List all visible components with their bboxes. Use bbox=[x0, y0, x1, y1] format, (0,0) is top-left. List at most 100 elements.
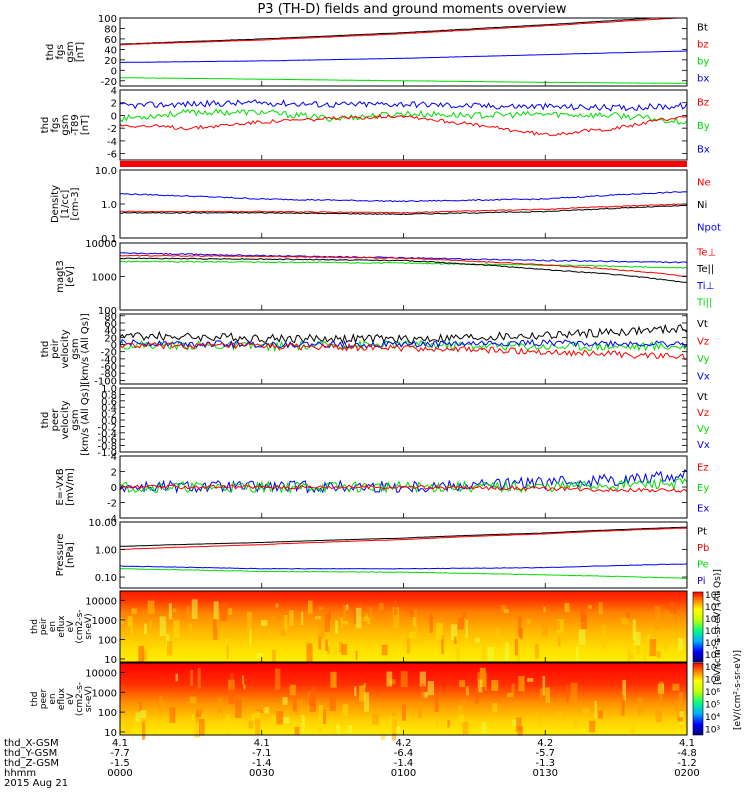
footer-row-label: thd_Y-GSM bbox=[4, 748, 57, 759]
spectrogram-cell bbox=[475, 637, 480, 643]
series-peir_vel-Vt bbox=[120, 323, 687, 345]
spectrogram-cell bbox=[656, 651, 661, 658]
spectrogram-cell bbox=[575, 646, 579, 663]
y-tick-label: 10000 bbox=[85, 239, 117, 250]
y-axis-label: eflux bbox=[57, 687, 67, 710]
legend-label: Vz bbox=[697, 408, 709, 419]
spectrogram-cell bbox=[144, 623, 147, 635]
series-fgs_dif-Bx bbox=[120, 99, 687, 112]
legend-label: Bz bbox=[697, 98, 709, 109]
legend-label: Ti⊥ bbox=[696, 281, 714, 292]
spectrogram-cell bbox=[283, 716, 290, 724]
spectrogram-cell bbox=[515, 729, 519, 733]
spectrogram-cell bbox=[459, 680, 466, 688]
y-tick-label: 40 bbox=[104, 326, 117, 337]
footer-value: -7.7 bbox=[110, 748, 130, 759]
spectrogram-cell bbox=[408, 632, 416, 639]
y-tick-label: -0.4 bbox=[97, 429, 117, 440]
spectrogram-cell bbox=[487, 647, 494, 663]
y-axis-label: eV bbox=[66, 692, 76, 705]
spectrogram-cell bbox=[491, 680, 499, 691]
legend-label: Vx bbox=[697, 371, 710, 382]
data-flag-bar bbox=[120, 161, 687, 167]
spectrogram-cell bbox=[280, 628, 286, 637]
footer-row-label: 2015 Aug 21 bbox=[4, 778, 68, 789]
spectrogram-cell bbox=[415, 625, 418, 643]
spectrogram-cell bbox=[292, 698, 297, 712]
colorbar-tick-label: 10⁶ bbox=[705, 688, 720, 698]
spectrogram-cell bbox=[389, 646, 394, 659]
y-tick-label: 1000 bbox=[92, 688, 117, 699]
series-density-Ne bbox=[120, 203, 687, 214]
footer-value: 0100 bbox=[391, 768, 416, 779]
colorbar-lower-gradient bbox=[692, 662, 704, 736]
spectrogram-cell bbox=[418, 700, 422, 719]
spectrogram-cell bbox=[217, 697, 223, 717]
spectrogram-cell bbox=[318, 636, 322, 650]
spectrogram-cell bbox=[512, 719, 519, 726]
series-fgs-by bbox=[120, 77, 687, 84]
spectrogram-cell bbox=[564, 602, 570, 613]
y-tick-label: 100 bbox=[98, 306, 117, 317]
spectrogram-cell bbox=[481, 645, 487, 661]
y-axis-label: thd bbox=[40, 412, 51, 429]
y-tick-label: 4 bbox=[111, 452, 117, 463]
y-tick-label: -20 bbox=[101, 77, 117, 88]
footer-value: 0000 bbox=[107, 768, 132, 779]
panel-frame bbox=[119, 242, 688, 311]
spectrogram-cell bbox=[401, 704, 406, 721]
y-axis-label: Density bbox=[50, 185, 61, 223]
series-density-Ni bbox=[120, 204, 687, 216]
spectrogram-cell bbox=[336, 724, 340, 736]
y-tick-label: -4 bbox=[107, 514, 117, 525]
y-tick-label: -0.2 bbox=[97, 422, 117, 433]
spectrogram-cell bbox=[381, 644, 388, 656]
spectrogram-cell bbox=[166, 634, 170, 647]
spectrogram-cell bbox=[458, 705, 463, 714]
spectrogram-cell bbox=[550, 689, 555, 697]
legend-label: Vt bbox=[697, 392, 708, 403]
footer-value: -7.1 bbox=[252, 748, 272, 759]
spectrogram-cell bbox=[527, 678, 534, 682]
spectrogram-cell bbox=[335, 620, 339, 634]
y-tick-label: 100 bbox=[98, 708, 117, 719]
spectrogram-cell bbox=[159, 616, 167, 636]
spectrogram-cell bbox=[542, 676, 546, 696]
series-fgs-bz bbox=[120, 18, 687, 46]
spectrogram-cell bbox=[516, 717, 522, 731]
spectrogram-cell bbox=[484, 672, 487, 691]
spectrogram-cell bbox=[527, 618, 531, 624]
y-tick-label: 1000 bbox=[92, 273, 117, 284]
y-axis-label: velocity bbox=[60, 400, 71, 439]
y-axis-label: sr-eV) bbox=[84, 613, 94, 639]
y-axis-label: en bbox=[48, 693, 58, 704]
spectrogram-cell bbox=[378, 602, 384, 611]
spectrogram-cell bbox=[517, 726, 523, 736]
legend-label: Npot bbox=[697, 223, 721, 234]
legend-label: Te⊥ bbox=[696, 247, 716, 258]
y-axis-label: gsm bbox=[70, 338, 81, 359]
spectrogram-cell bbox=[333, 644, 338, 659]
series-fgs-Bt bbox=[120, 18, 664, 45]
y-axis-label: E=-VxB bbox=[55, 468, 66, 505]
footer-value: 4.1 bbox=[254, 738, 270, 749]
spectrogram-cell bbox=[649, 639, 657, 657]
spectrogram-cell bbox=[535, 711, 539, 720]
colorbar-tick-label: 10⁶ bbox=[705, 615, 720, 625]
y-axis-label: thd bbox=[40, 117, 51, 134]
y-tick-label: -2 bbox=[107, 124, 117, 135]
y-tick-label: -0.6 bbox=[97, 435, 117, 446]
spectrogram-cell bbox=[199, 718, 205, 736]
spectrogram-cell bbox=[556, 710, 563, 717]
spectrogram-cell bbox=[451, 624, 458, 640]
spectrogram-cell bbox=[676, 700, 683, 720]
spectrogram-cell bbox=[492, 703, 498, 713]
spectrogram-cell bbox=[194, 722, 201, 738]
spectrogram-cell bbox=[654, 606, 661, 621]
y-tick-label: 0.10 bbox=[95, 573, 117, 584]
y-axis-label: [nT] bbox=[80, 115, 91, 135]
colorbar-tick-label: 10⁴ bbox=[705, 639, 720, 649]
y-tick-label: 4 bbox=[111, 86, 117, 97]
y-axis-label: [eV] bbox=[65, 266, 76, 287]
y-tick-label: -1.0 bbox=[97, 448, 117, 459]
